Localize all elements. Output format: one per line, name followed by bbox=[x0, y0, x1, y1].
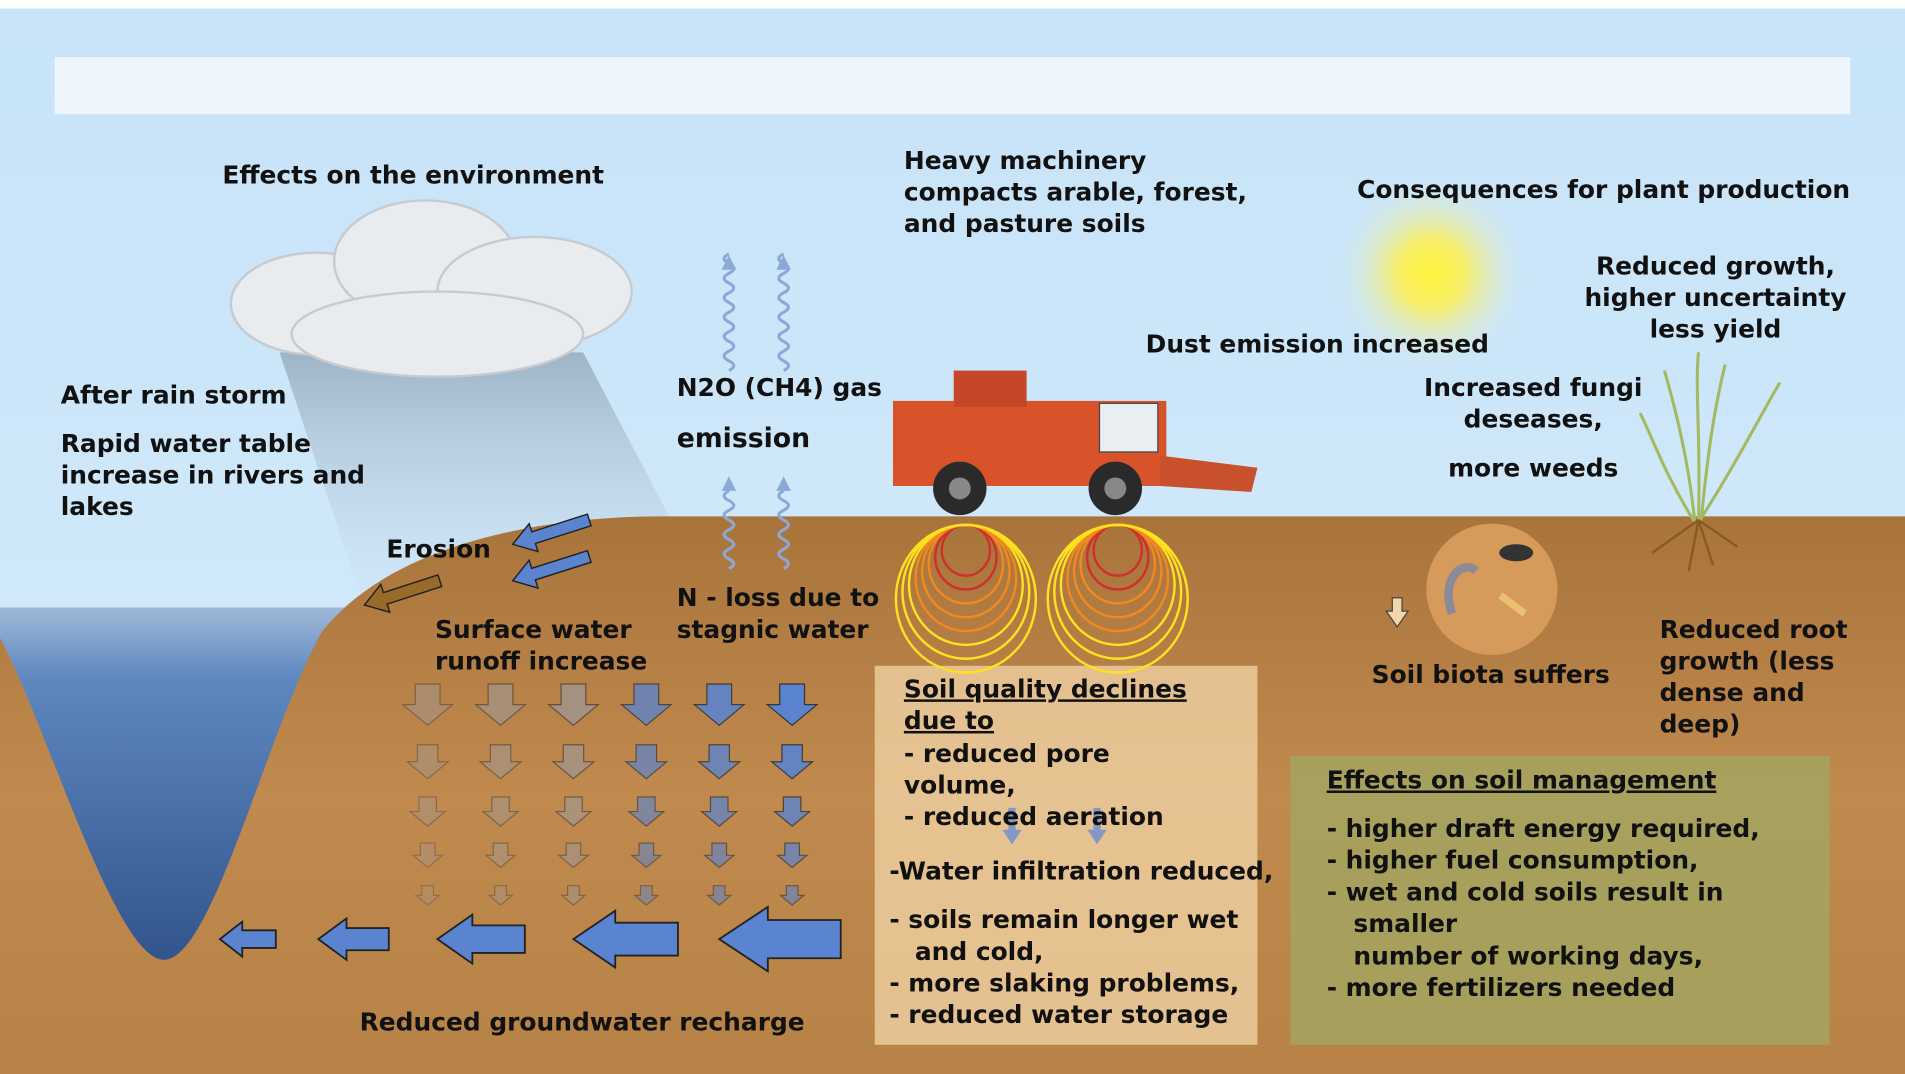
machinery: Heavy machinery bbox=[904, 146, 1146, 175]
soil-quality-item: and cold, bbox=[915, 937, 1044, 966]
root-growth: deep) bbox=[1660, 710, 1741, 739]
soil-management-item: - more fertilizers needed bbox=[1327, 973, 1675, 1002]
environment-heading: Effects on the environment bbox=[222, 160, 604, 189]
dust: Dust emission increased bbox=[1146, 329, 1489, 358]
soil-quality-item: - reduced aeration bbox=[904, 802, 1164, 831]
fungi: more weeds bbox=[1448, 453, 1618, 482]
gas-emission: N2O (CH4) gas bbox=[677, 373, 882, 402]
machinery: and pasture soils bbox=[904, 209, 1146, 238]
machinery: compacts arable, forest, bbox=[904, 177, 1247, 206]
soil-quality-item: volume, bbox=[904, 770, 1016, 799]
fungi: deseases, bbox=[1464, 405, 1603, 434]
soil-quality-item: - more slaking problems, bbox=[889, 968, 1239, 997]
rain-heading: After rain storm bbox=[61, 380, 287, 409]
plant-line: Reduced growth, bbox=[1596, 252, 1835, 281]
soil-biota: Soil biota suffers bbox=[1372, 660, 1610, 689]
rain-line: lakes bbox=[61, 492, 134, 521]
soil-quality-item: - reduced pore bbox=[904, 739, 1110, 768]
soil-management-heading: Effects on soil management bbox=[1327, 765, 1717, 794]
soil-management-item: - higher draft energy required, bbox=[1327, 814, 1760, 843]
soil-management-item: - wet and cold soils result in bbox=[1327, 877, 1724, 906]
soil-quality-item: - reduced water storage bbox=[889, 1000, 1228, 1029]
plant-heading: Consequences for plant production bbox=[1357, 175, 1850, 204]
gas-emission: emission bbox=[677, 423, 810, 454]
soil-management-item: - higher fuel consumption, bbox=[1327, 846, 1699, 875]
top-strip bbox=[0, 0, 1905, 9]
plant-line: higher uncertainty bbox=[1584, 283, 1846, 312]
rain-line: Rapid water table bbox=[61, 429, 311, 458]
n-loss: stagnic water bbox=[677, 615, 870, 644]
soil-quality-item: - soils remain longer wet bbox=[889, 905, 1238, 934]
n-loss: N - loss due to bbox=[677, 583, 880, 612]
groundwater: Reduced groundwater recharge bbox=[360, 1007, 805, 1036]
soil-management-item: number of working days, bbox=[1353, 942, 1703, 971]
surface-runoff: Surface water bbox=[435, 615, 632, 644]
page: Soil compaction effects html, body { mar… bbox=[0, 0, 1905, 1074]
soil-management-item: smaller bbox=[1353, 909, 1457, 938]
root-growth: Reduced root bbox=[1660, 615, 1848, 644]
soil-quality-heading: Soil quality declines bbox=[904, 674, 1187, 703]
fungi: Increased fungi bbox=[1424, 373, 1643, 402]
erosion: Erosion bbox=[386, 535, 491, 564]
beetle bbox=[1499, 544, 1533, 561]
soil-quality-heading: due to bbox=[904, 706, 994, 735]
title-bar bbox=[55, 57, 1851, 114]
page-body: { "environment": {"heading": "Effects on… bbox=[0, 0, 1905, 1074]
soil-quality-item: -Water infiltration reduced, bbox=[889, 857, 1273, 886]
root-growth: growth (less bbox=[1660, 646, 1835, 675]
plant-line: less yield bbox=[1650, 315, 1782, 344]
diagram: Effects on the environment After rain st… bbox=[0, 0, 1905, 1074]
rain-line: increase in rivers and bbox=[61, 461, 365, 490]
root-growth: dense and bbox=[1660, 678, 1805, 707]
surface-runoff: runoff increase bbox=[435, 646, 647, 675]
